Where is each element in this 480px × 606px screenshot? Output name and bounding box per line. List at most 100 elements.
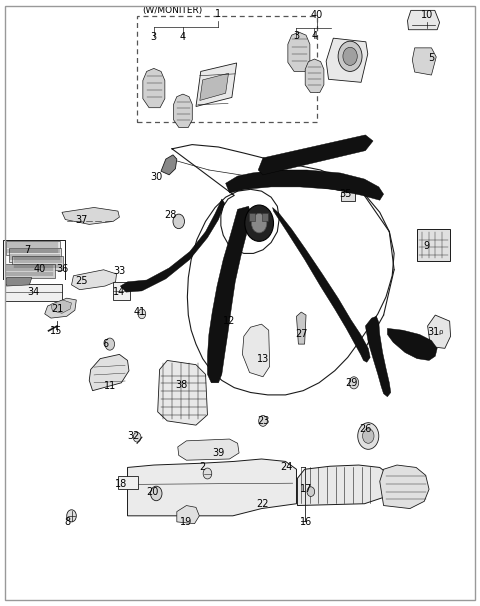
Circle shape (133, 433, 141, 442)
Text: 6: 6 (102, 339, 108, 349)
Text: 4: 4 (311, 31, 317, 41)
Text: ρ: ρ (439, 329, 443, 335)
Text: 26: 26 (359, 424, 372, 434)
Text: 12: 12 (223, 316, 236, 326)
Text: 41: 41 (133, 307, 145, 317)
Polygon shape (161, 155, 177, 175)
Text: 1: 1 (216, 9, 222, 19)
Polygon shape (428, 315, 451, 348)
Polygon shape (273, 207, 370, 362)
Polygon shape (226, 170, 384, 200)
Polygon shape (242, 324, 270, 377)
Polygon shape (258, 135, 373, 175)
Polygon shape (326, 38, 368, 82)
Text: 18: 18 (115, 479, 127, 490)
Text: 3: 3 (151, 32, 157, 42)
Text: 27: 27 (295, 330, 308, 339)
Text: (W/MONITER): (W/MONITER) (142, 6, 202, 15)
Circle shape (105, 338, 115, 350)
Polygon shape (128, 459, 297, 516)
Circle shape (203, 468, 212, 479)
Text: 39: 39 (212, 448, 225, 458)
Polygon shape (143, 68, 165, 108)
FancyBboxPatch shape (6, 241, 60, 255)
FancyBboxPatch shape (262, 213, 268, 221)
Circle shape (252, 213, 267, 233)
Text: 10: 10 (420, 10, 433, 19)
Polygon shape (174, 94, 192, 127)
FancyBboxPatch shape (341, 192, 355, 201)
Text: 16: 16 (300, 517, 312, 527)
FancyBboxPatch shape (9, 248, 61, 262)
Polygon shape (380, 465, 429, 508)
Text: 35: 35 (339, 189, 351, 199)
Text: 7: 7 (24, 245, 30, 255)
Polygon shape (120, 199, 225, 292)
Text: 25: 25 (75, 276, 87, 286)
Circle shape (138, 309, 146, 319)
FancyBboxPatch shape (249, 213, 255, 221)
Text: 36: 36 (56, 264, 68, 274)
Polygon shape (72, 270, 117, 290)
Text: 28: 28 (165, 210, 177, 221)
Text: 13: 13 (257, 354, 269, 364)
Polygon shape (365, 316, 391, 397)
Text: 9: 9 (423, 241, 430, 250)
Polygon shape (297, 312, 306, 344)
Text: 4: 4 (180, 32, 186, 42)
Polygon shape (408, 10, 440, 30)
Text: 40: 40 (34, 264, 46, 274)
FancyBboxPatch shape (4, 284, 62, 301)
Circle shape (362, 429, 374, 443)
Text: 2: 2 (200, 462, 206, 473)
Text: 24: 24 (281, 462, 293, 473)
FancyBboxPatch shape (417, 229, 450, 261)
Polygon shape (412, 48, 436, 75)
Text: 22: 22 (257, 499, 269, 508)
Polygon shape (288, 32, 310, 72)
Circle shape (67, 510, 76, 522)
Text: 38: 38 (176, 379, 188, 390)
FancyBboxPatch shape (118, 476, 138, 489)
Polygon shape (62, 207, 120, 224)
Text: 15: 15 (49, 327, 62, 336)
Polygon shape (387, 328, 437, 361)
Text: 11: 11 (104, 381, 116, 391)
Circle shape (349, 377, 359, 389)
Text: 3: 3 (293, 31, 300, 41)
Circle shape (151, 486, 162, 501)
Polygon shape (207, 206, 251, 383)
Text: 23: 23 (258, 416, 270, 426)
Text: 14: 14 (113, 287, 125, 297)
Polygon shape (45, 298, 76, 318)
Text: 19: 19 (180, 517, 192, 527)
Polygon shape (217, 296, 228, 344)
Circle shape (173, 214, 184, 228)
FancyBboxPatch shape (5, 264, 55, 278)
Text: 21: 21 (51, 304, 63, 314)
Polygon shape (200, 73, 228, 101)
Text: 8: 8 (65, 517, 71, 527)
Polygon shape (89, 355, 129, 391)
FancyBboxPatch shape (137, 16, 317, 122)
Polygon shape (298, 465, 389, 505)
Text: 29: 29 (345, 378, 357, 388)
Polygon shape (177, 505, 199, 524)
Circle shape (358, 423, 379, 449)
Polygon shape (178, 439, 239, 460)
FancyBboxPatch shape (12, 256, 63, 270)
Text: 32: 32 (128, 431, 140, 441)
Text: 37: 37 (75, 215, 87, 225)
Text: 20: 20 (147, 487, 159, 497)
Text: 31: 31 (428, 327, 440, 337)
Circle shape (338, 41, 362, 72)
Polygon shape (51, 300, 72, 313)
Circle shape (343, 47, 357, 65)
Text: 17: 17 (300, 484, 312, 494)
Text: 40: 40 (311, 10, 323, 19)
Text: 34: 34 (27, 287, 39, 297)
Circle shape (245, 205, 274, 241)
Circle shape (259, 416, 267, 427)
Polygon shape (196, 63, 237, 107)
Text: 5: 5 (428, 53, 434, 63)
